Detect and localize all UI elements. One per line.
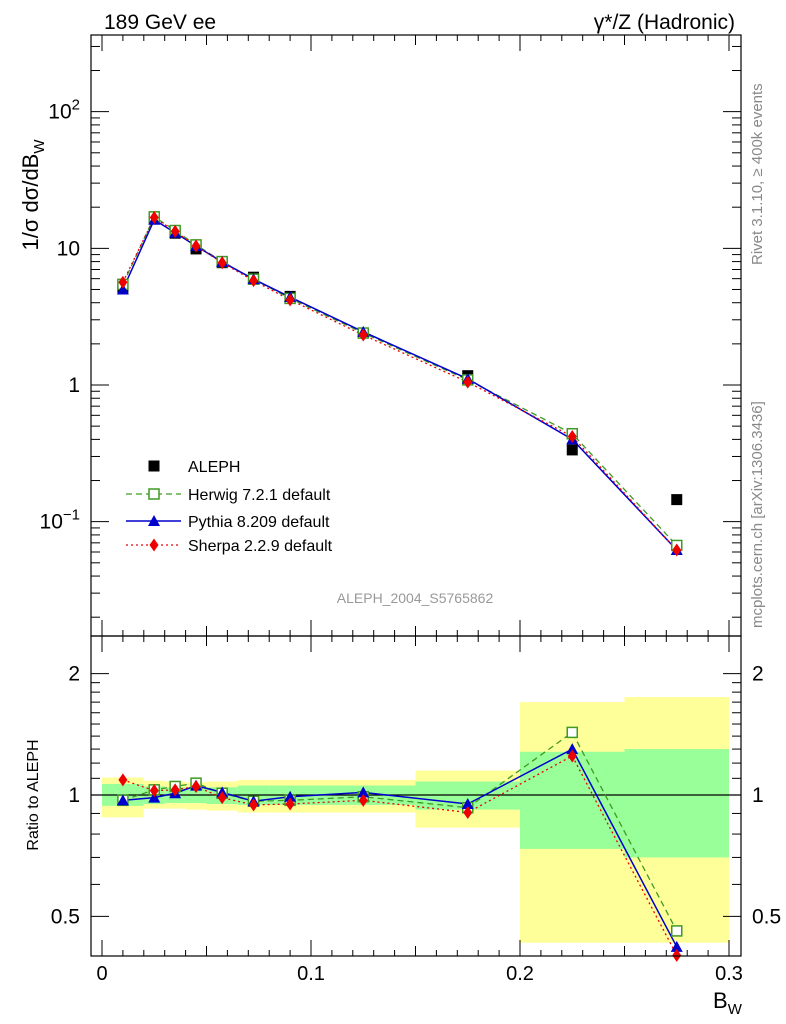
ratio-sherpa-point	[672, 948, 682, 962]
main-y-tick-label: 10−1	[40, 507, 80, 534]
main-sherpa-point	[672, 543, 682, 557]
ratio-series-markers	[116, 726, 683, 962]
legend-sherpa-marker	[149, 538, 159, 552]
band-inner	[624, 749, 729, 858]
ratio-sherpa-point	[463, 805, 473, 819]
ratio-herwig-point	[671, 925, 683, 937]
svg-text:1/σ dσ/dBW: 1/σ dσ/dBW	[18, 139, 48, 251]
main-aleph-point	[566, 444, 578, 456]
legend-pythia-label: Pythia 8.209 default	[188, 514, 330, 531]
main-y-tick-label: 102	[48, 97, 80, 124]
main-y-tick-label: 10	[57, 237, 80, 260]
ratio-pythia-point	[670, 940, 683, 952]
ratio-y-tick-label-right: 0.5	[752, 905, 781, 928]
ratio-uncertainty-bands	[91, 697, 741, 943]
ratio-y-tick-label: 2	[68, 663, 80, 686]
main-sherpa-point	[249, 274, 259, 288]
main-sherpa-point	[358, 328, 368, 342]
main-sherpa-point	[463, 375, 473, 389]
rivet-label: Rivet 3.1.10, ≥ 400k events	[749, 83, 766, 265]
main-sherpa-point	[118, 275, 128, 289]
ratio-sherpa-point	[149, 784, 159, 798]
main-series-markers	[116, 211, 683, 557]
x-tick-label: 0.2	[506, 963, 534, 985]
main-sherpa-point	[149, 211, 159, 225]
ratio-pythia-point	[116, 794, 129, 806]
axes-frames: 0 0.1 0.2 0.3 10−1 1 10 102 0.5 0.5 1 1 2 2	[40, 34, 781, 985]
ratio-sherpa-point	[358, 793, 368, 807]
ratio-pythia-point	[284, 790, 297, 802]
ratio-y-tick-label-right: 2	[752, 663, 764, 686]
legend-herwig-marker	[148, 488, 160, 500]
legend-aleph-label: ALEPH	[188, 459, 240, 476]
legend-aleph-marker	[148, 460, 160, 472]
ratio-sherpa-point	[567, 749, 577, 763]
mcplots-label: mcplots.cern.ch [arXiv:1306.3436]	[749, 401, 766, 628]
ratio-y-tick-label: 1	[68, 784, 80, 807]
main-sherpa-point	[285, 293, 295, 307]
ratio-y-tick-label: 0.5	[51, 905, 80, 928]
ratio-ylabel: Ratio to ALEPH	[25, 739, 42, 850]
main-sherpa-point	[191, 239, 201, 253]
legend-sherpa-label: Sherpa 2.2.9 default	[188, 538, 333, 555]
ratio-pythia-point	[461, 797, 474, 809]
main-pythia-point	[116, 283, 129, 295]
ratio-sherpa-point	[170, 783, 180, 797]
process-label: γ*/Z (Hadronic)	[594, 11, 735, 34]
band-inner	[520, 751, 625, 849]
main-aleph-point	[671, 494, 683, 506]
legend-pythia-marker	[148, 515, 160, 526]
main-y-tick-label: 1	[68, 374, 80, 397]
svg-text:BW: BW	[713, 988, 743, 1018]
ratio-sherpa-point	[285, 797, 295, 811]
main-sherpa-point	[170, 224, 180, 238]
x-tick-label: 0.1	[297, 963, 325, 985]
ratio-sherpa-point	[217, 791, 227, 805]
main-sherpa-point	[217, 256, 227, 270]
legend: ALEPH Herwig 7.2.1 default Pythia 8.209 de…	[126, 459, 333, 555]
analysis-id-label: ALEPH_2004_S5765862	[337, 590, 494, 606]
ratio-sherpa-point	[249, 798, 259, 812]
ratio-pythia-point	[566, 743, 579, 755]
x-tick-label: 0	[96, 963, 107, 985]
ratio-y-tick-label-right: 1	[752, 784, 764, 807]
ratio-sherpa-point	[118, 773, 128, 787]
x-tick-label: 0.3	[715, 963, 743, 985]
ratio-sherpa-point	[191, 779, 201, 793]
main-ylabel: 1/σ dσ/dBW	[18, 139, 48, 251]
energy-label: 189 GeV ee	[104, 11, 216, 34]
ratio-pythia-point	[357, 786, 370, 798]
xlabel: BW	[713, 988, 743, 1018]
ratio-herwig-point	[566, 726, 578, 739]
main-sherpa-point	[567, 429, 577, 443]
legend-herwig-label: Herwig 7.2.1 default	[188, 487, 331, 504]
main-sherpa-line	[122, 216, 678, 551]
